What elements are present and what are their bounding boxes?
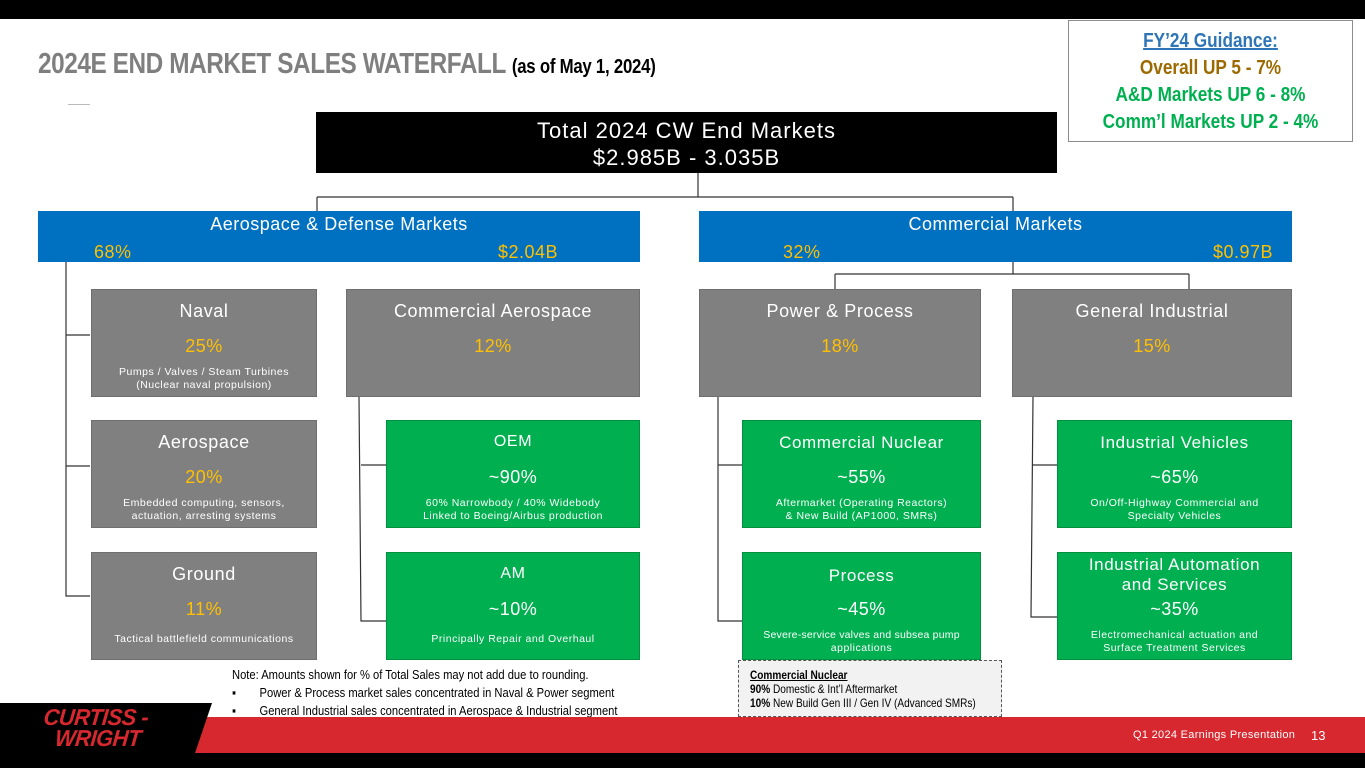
- industrial-vehicles-pct: ~65%: [1150, 467, 1199, 487]
- ground-desc1: Tactical battlefield communications: [114, 633, 294, 645]
- comm-segment-pct: 32%: [783, 242, 821, 262]
- process-box: Process ~45% Severe-service valves and s…: [742, 552, 981, 660]
- top-bar: [0, 0, 1365, 19]
- title-subtitle: (as of May 1, 2024): [511, 56, 656, 78]
- general-industrial-box: General Industrial 15%: [1012, 289, 1292, 397]
- page-title: 2024E END MARKET SALES WATERFALL (as of …: [38, 44, 656, 84]
- process-pct: ~45%: [837, 599, 886, 619]
- ad-segment-amount: $2.04B: [498, 242, 559, 262]
- industrial-vehicles-title: Industrial Vehicles: [1100, 433, 1249, 452]
- oem-desc2: Linked to Boeing/Airbus production: [423, 510, 603, 522]
- total-markets-box: Total 2024 CW End Markets $2.985B - 3.03…: [316, 112, 1057, 173]
- comm-aerospace-pct: 12%: [474, 336, 512, 356]
- commercial-nuclear-box: Commercial Nuclear ~55% Aftermarket (Ope…: [742, 420, 981, 528]
- logo-backdrop: [0, 703, 212, 753]
- naval-desc1: Pumps / Valves / Steam Turbines: [119, 366, 289, 378]
- industrial-automation-pct: ~35%: [1150, 599, 1199, 619]
- oem-desc1: 60% Narrowbody / 40% Widebody: [425, 497, 601, 509]
- logo-line2: WRIGHT: [53, 725, 143, 751]
- nuclear-note-l1-bold: 90%: [750, 682, 771, 696]
- nuclear-note-l1-text: Domestic & Int’l Aftermarket: [770, 682, 898, 696]
- am-desc1: Principally Repair and Overhaul: [431, 633, 595, 645]
- oem-pct: ~90%: [488, 467, 538, 487]
- power-process-pct: 18%: [821, 336, 859, 356]
- oem-title: OEM: [493, 433, 533, 450]
- comm-aerospace-box: Commercial Aerospace 12%: [346, 289, 640, 397]
- nuclear-note-l2-bold: 10%: [750, 696, 771, 710]
- industrial-automation-desc2: Surface Treatment Services: [1103, 642, 1246, 654]
- footnote-main: Note: Amounts shown for % of Total Sales…: [232, 667, 589, 682]
- nuclear-note-heading: Commercial Nuclear: [750, 668, 848, 682]
- comm-segment-box: Commercial Markets 32% $0.97B: [699, 211, 1292, 262]
- ground-pct: 11%: [185, 599, 223, 619]
- commercial-nuclear-desc2: & New Build (AP1000, SMRs): [785, 510, 938, 522]
- naval-box: Naval 25% Pumps / Valves / Steam Turbine…: [91, 289, 317, 397]
- naval-desc2: (Nuclear naval propulsion): [136, 379, 272, 391]
- process-title: Process: [828, 566, 895, 585]
- ad-segment-pct: 68%: [94, 242, 132, 262]
- nuclear-note-box: Commercial Nuclear 90% Domestic & Int’l …: [738, 660, 1002, 717]
- aerospace-box: Aerospace 20% Embedded computing, sensor…: [91, 420, 317, 528]
- commercial-nuclear-title: Commercial Nuclear: [779, 433, 944, 452]
- aerospace-pct: 20%: [185, 467, 223, 487]
- nuclear-note-l2-text: New Build Gen III / Gen IV (Advanced SMR…: [770, 696, 976, 710]
- industrial-vehicles-desc2: Specialty Vehicles: [1127, 510, 1222, 522]
- am-pct: ~10%: [488, 599, 538, 619]
- footer-band: [0, 717, 1365, 753]
- comm-segment-amount: $0.97B: [1213, 242, 1274, 262]
- page-number: 13: [1311, 728, 1326, 743]
- ground-box: Ground 11% Tactical battlefield communic…: [91, 552, 317, 660]
- industrial-vehicles-desc1: On/Off-Highway Commercial and: [1090, 497, 1259, 509]
- am-title: AM: [500, 565, 526, 582]
- oem-box: OEM ~90% 60% Narrowbody / 40% Widebody L…: [386, 420, 640, 528]
- divider: [68, 104, 90, 105]
- process-desc2: applications: [830, 642, 893, 654]
- naval-pct: 25%: [185, 336, 223, 356]
- power-process-box: Power & Process 18%: [699, 289, 981, 397]
- commercial-nuclear-pct: ~55%: [837, 467, 886, 487]
- industrial-automation-title1: Industrial Automation: [1088, 555, 1261, 574]
- ad-segment-name: Aerospace & Defense Markets: [210, 214, 468, 234]
- process-desc1: Severe-service valves and subsea pump: [763, 629, 960, 641]
- naval-title: Naval: [179, 301, 229, 321]
- presentation-label: Q1 2024 Earnings Presentation: [1133, 729, 1296, 741]
- footnote-bullet-1: Power & Process market sales concentrate…: [232, 684, 645, 702]
- ad-segment-box: Aerospace & Defense Markets 68% $2.04B: [38, 211, 640, 262]
- bottom-bar: [0, 753, 1365, 768]
- guidance-comm: Comm’l Markets UP 2 - 4%: [1102, 111, 1319, 133]
- industrial-automation-desc1: Electromechanical actuation and: [1090, 629, 1259, 641]
- industrial-vehicles-box: Industrial Vehicles ~65% On/Off-Highway …: [1057, 420, 1292, 528]
- title-main: 2024E END MARKET SALES WATERFALL: [38, 48, 506, 80]
- general-industrial-title: General Industrial: [1075, 301, 1229, 321]
- nuclear-note-line2: 10% New Build Gen III / Gen IV (Advanced…: [750, 696, 976, 710]
- guidance-overall: Overall UP 5 - 7%: [1139, 57, 1282, 79]
- industrial-automation-box: Industrial Automation and Services ~35% …: [1057, 552, 1292, 660]
- aerospace-desc1: Embedded computing, sensors,: [123, 497, 285, 509]
- curtiss-wright-logo: CURTISS - WRIGHT: [40, 704, 190, 755]
- industrial-automation-title2: and Services: [1121, 575, 1228, 594]
- am-box: AM ~10% Principally Repair and Overhaul: [386, 552, 640, 660]
- guidance-box: FY’24 Guidance: Overall UP 5 - 7% A&D Ma…: [1068, 20, 1353, 142]
- ground-title: Ground: [172, 564, 236, 584]
- nuclear-note-line1: 90% Domestic & Int’l Aftermarket: [750, 682, 961, 696]
- power-process-title: Power & Process: [766, 301, 914, 321]
- aerospace-title: Aerospace: [158, 432, 250, 452]
- footnote-bullet-2: General Industrial sales concentrated in…: [232, 702, 645, 720]
- general-industrial-pct: 15%: [1133, 336, 1171, 356]
- aerospace-desc2: actuation, arresting systems: [131, 510, 277, 522]
- footnote: Note: Amounts shown for % of Total Sales…: [232, 666, 712, 720]
- total-label: Total 2024 CW End Markets: [537, 118, 836, 143]
- comm-segment-name: Commercial Markets: [908, 214, 1083, 234]
- comm-aerospace-title: Commercial Aerospace: [393, 301, 593, 321]
- total-value: $2.985B - 3.035B: [592, 145, 781, 170]
- guidance-heading: FY’24 Guidance:: [1143, 30, 1278, 52]
- guidance-ad: A&D Markets UP 6 - 8%: [1115, 84, 1306, 106]
- commercial-nuclear-desc1: Aftermarket (Operating Reactors): [775, 497, 948, 509]
